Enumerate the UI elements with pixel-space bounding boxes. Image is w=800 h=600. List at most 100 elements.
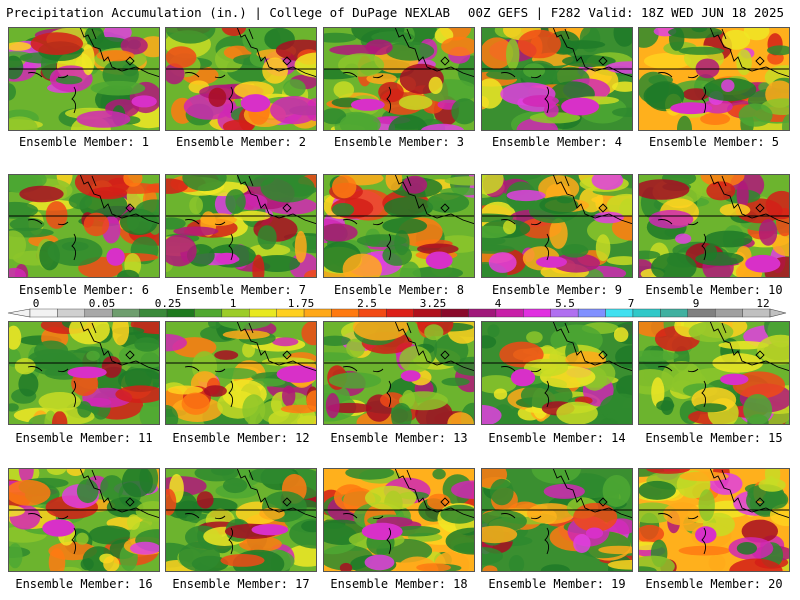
colorbar-swatch [194, 308, 223, 318]
colorbar-tick-label: 5.5 [555, 297, 575, 310]
ensemble-member-label: Ensemble Member: 1 [18, 135, 150, 149]
colorbar-min-arrow [7, 308, 31, 318]
ensemble-member-label: Ensemble Member: 3 [333, 135, 465, 149]
colorbar-swatch [112, 308, 140, 318]
colorbar-swatch [386, 308, 414, 318]
colorbar-swatch [249, 308, 277, 318]
colorbar-tick-label: 0 [32, 297, 40, 310]
colorbar-swatch [495, 308, 524, 318]
colorbar-swatch [331, 308, 360, 318]
ensemble-member-label: Ensemble Member: 17 [172, 577, 310, 591]
precip-map [8, 468, 160, 572]
colorbar-swatch [605, 308, 634, 318]
colorbar-tick-label: 2.5 [357, 297, 377, 310]
precip-map [481, 321, 633, 425]
precip-map [638, 174, 790, 278]
ensemble-member-label: Ensemble Member: 9 [491, 283, 623, 297]
colorbar-swatch [139, 308, 168, 318]
ensemble-member-label: Ensemble Member: 2 [175, 135, 307, 149]
colorbar-swatch [714, 308, 743, 318]
chart-title: Precipitation Accumulation (in.) | Colle… [6, 5, 451, 20]
ensemble-member-map [481, 321, 633, 425]
ensemble-member-label: Ensemble Member: 18 [330, 577, 468, 591]
ensemble-member-label: Ensemble Member: 15 [645, 431, 783, 445]
colorbar-swatch [276, 308, 305, 318]
colorbar-swatch [468, 308, 497, 318]
precip-map [481, 468, 633, 572]
colorbar-tick-label: 1.75 [287, 297, 315, 310]
precip-map [8, 321, 160, 425]
colorbar [0, 297, 800, 319]
ensemble-member-label: Ensemble Member: 12 [172, 431, 310, 445]
colorbar-tick-label: 4 [494, 297, 502, 310]
precip-map [165, 468, 317, 572]
colorbar-swatch [632, 308, 661, 318]
precip-map [8, 27, 160, 131]
ensemble-member-label: Ensemble Member: 13 [330, 431, 468, 445]
colorbar-swatch [57, 308, 86, 318]
colorbar-svg [7, 308, 787, 318]
ensemble-member-map [638, 468, 790, 572]
precip-map [638, 27, 790, 131]
ensemble-member-map [8, 468, 160, 572]
ensemble-member-map [638, 27, 790, 131]
ensemble-member-map [481, 27, 633, 131]
precip-map [165, 321, 317, 425]
ensemble-member-label: Ensemble Member: 10 [645, 283, 783, 297]
colorbar-swatch [358, 308, 387, 318]
colorbar-swatch [166, 308, 195, 318]
colorbar-swatch [440, 308, 469, 318]
colorbar-tick-label: 9 [692, 297, 700, 310]
ensemble-member-label: Ensemble Member: 19 [488, 577, 626, 591]
ensemble-member-map [638, 321, 790, 425]
ensemble-member-label: Ensemble Member: 4 [491, 135, 623, 149]
colorbar-swatch [523, 308, 551, 318]
colorbar-swatch [221, 308, 250, 318]
ensemble-member-map [323, 468, 475, 572]
precip-map [481, 174, 633, 278]
precip-map [638, 321, 790, 425]
ensemble-member-map [165, 468, 317, 572]
ensemble-member-map [323, 174, 475, 278]
precip-map [323, 27, 475, 131]
colorbar-swatch [742, 308, 771, 318]
colorbar-max-arrow [769, 308, 787, 318]
precip-map [8, 174, 160, 278]
ensemble-member-label: Ensemble Member: 14 [488, 431, 626, 445]
precip-map [638, 468, 790, 572]
ensemble-member-label: Ensemble Member: 8 [333, 283, 465, 297]
colorbar-tick-label: 1 [229, 297, 237, 310]
ensemble-member-map [8, 174, 160, 278]
precip-map [481, 27, 633, 131]
colorbar-tick-label: 12 [756, 297, 770, 310]
colorbar-swatch [577, 308, 606, 318]
ensemble-member-map [165, 174, 317, 278]
colorbar-tick-label: 0.05 [88, 297, 116, 310]
ensemble-member-map [638, 174, 790, 278]
ensemble-member-map [481, 174, 633, 278]
colorbar-swatch [413, 308, 442, 318]
ensemble-member-map [8, 321, 160, 425]
ensemble-member-label: Ensemble Member: 5 [648, 135, 780, 149]
ensemble-member-label: Ensemble Member: 20 [645, 577, 783, 591]
colorbar-swatch [84, 308, 113, 318]
colorbar-swatch [29, 308, 58, 318]
ensemble-member-label: Ensemble Member: 7 [175, 283, 307, 297]
ensemble-member-label: Ensemble Member: 11 [15, 431, 153, 445]
precip-map [165, 27, 317, 131]
precip-map [323, 174, 475, 278]
colorbar-swatch [687, 308, 716, 318]
valid-time: 00Z GEFS | F282 Valid: 18Z WED JUN 18 20… [467, 5, 784, 20]
precip-map [165, 174, 317, 278]
ensemble-member-map [323, 27, 475, 131]
colorbar-swatch [660, 308, 688, 318]
ensemble-member-label: Ensemble Member: 16 [15, 577, 153, 591]
ensemble-member-map [323, 321, 475, 425]
precip-map [323, 321, 475, 425]
colorbar-tick-label: 7 [627, 297, 635, 310]
precip-map [323, 468, 475, 572]
colorbar-tick-label: 3.25 [419, 297, 447, 310]
colorbar-swatch [550, 308, 579, 318]
colorbar-tick-label: 0.25 [154, 297, 182, 310]
ensemble-member-map [165, 27, 317, 131]
